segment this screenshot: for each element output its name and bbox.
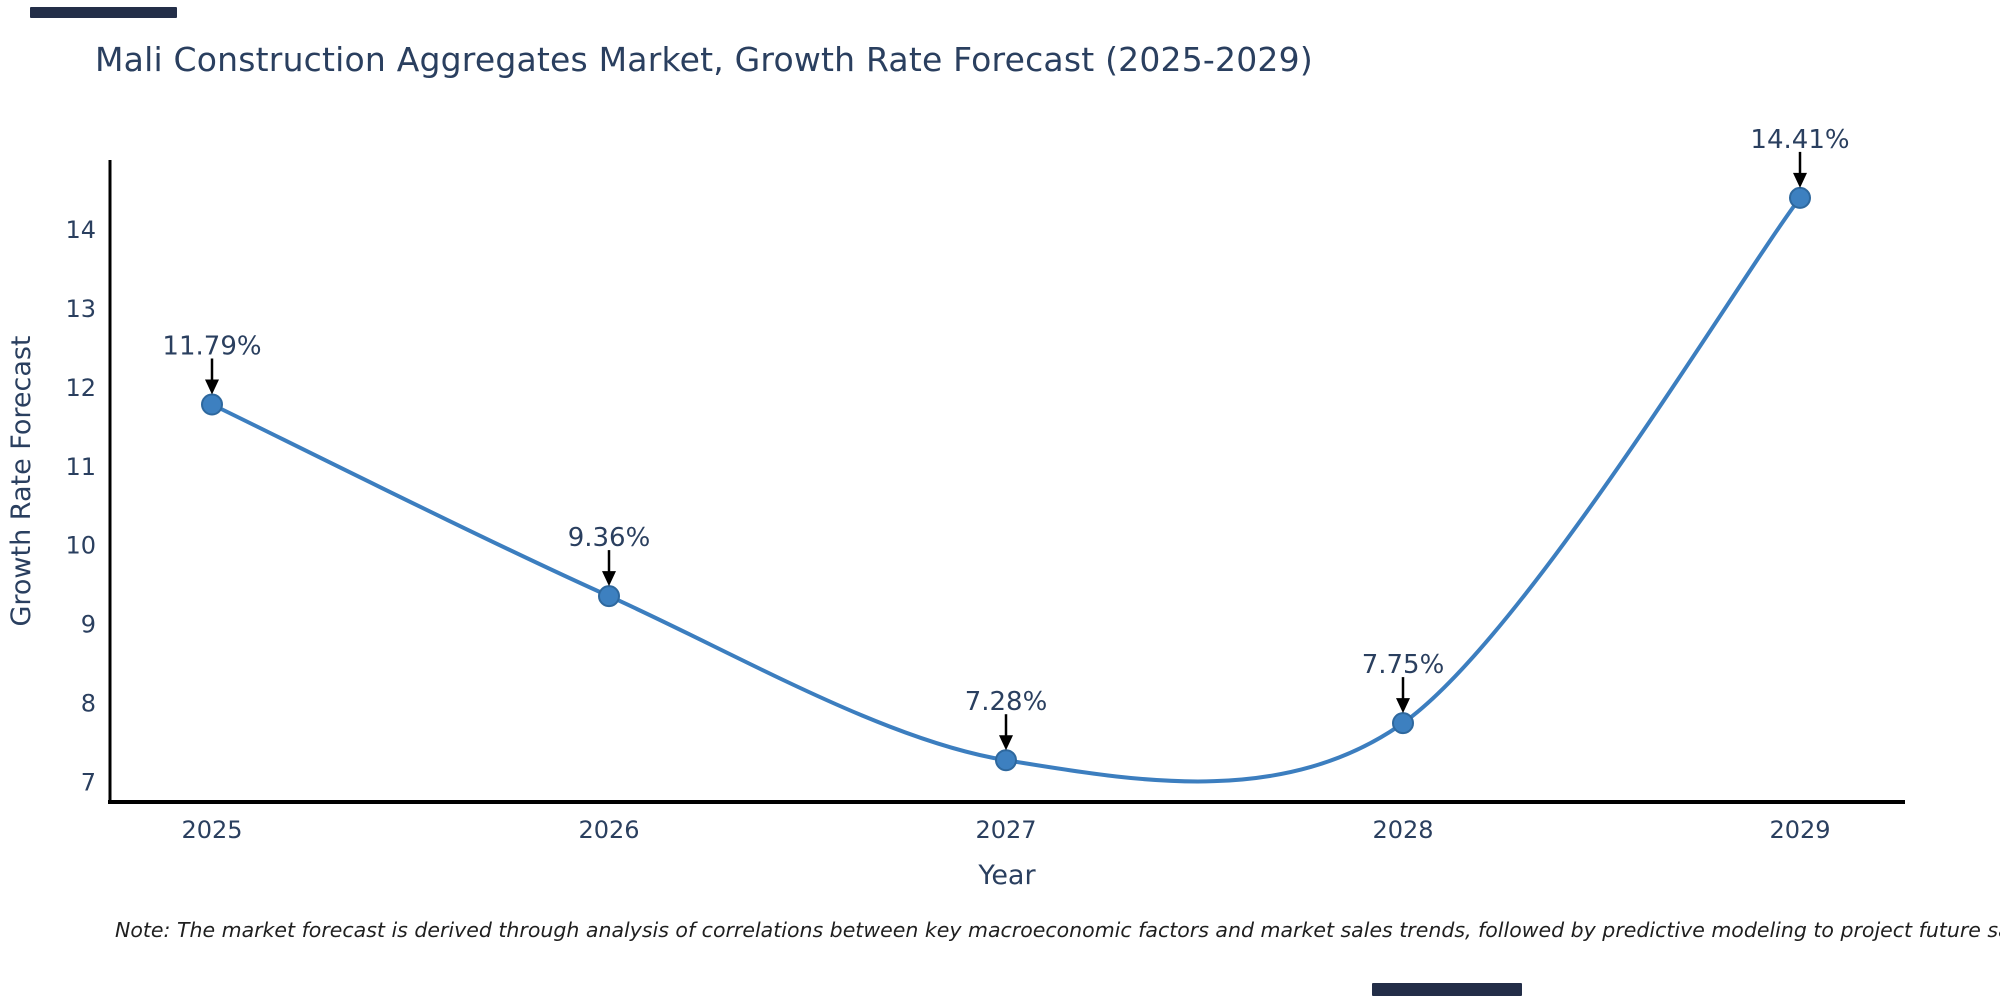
data-point-marker	[1392, 712, 1414, 735]
x-tick-label: 2027	[975, 816, 1036, 844]
y-tick-label: 9	[81, 611, 96, 639]
annotation-arrowhead-icon	[999, 735, 1013, 751]
x-axis-title: Year	[977, 860, 1036, 891]
y-tick-label: 13	[65, 295, 96, 323]
y-tick-label: 7	[81, 768, 96, 796]
data-point-marker	[201, 393, 223, 416]
screenshot-artifact-bar-top	[30, 7, 177, 18]
y-tick-label: 14	[65, 216, 96, 244]
footnote: Note: The market forecast is derived thr…	[115, 918, 2000, 942]
data-point-label: 7.75%	[1362, 650, 1445, 680]
y-tick-label: 10	[65, 532, 96, 560]
annotation-arrowhead-icon	[1396, 698, 1410, 714]
data-point-marker	[995, 749, 1017, 772]
data-point-label: 11.79%	[162, 332, 261, 362]
annotation-arrowhead-icon	[205, 379, 219, 395]
data-point-marker	[598, 585, 620, 608]
plot-area: 7 8 9 10 11 12 13 14 2025 2026 2027 2028 2029 11.79% 9…	[65, 125, 1849, 844]
forecast-line	[210, 195, 1802, 784]
data-point-label: 7.28%	[965, 687, 1048, 717]
x-tick-label: 2029	[1769, 816, 1830, 844]
y-tick-label: 8	[81, 689, 96, 717]
screenshot-artifact-bar-bottom	[1372, 983, 1522, 996]
y-tick-label: 11	[65, 453, 96, 481]
y-tick-label: 12	[65, 374, 96, 402]
x-tick-label: 2028	[1372, 816, 1433, 844]
y-axis-title: Growth Rate Forecast	[6, 335, 37, 626]
x-tick-label: 2026	[578, 816, 639, 844]
x-tick-label: 2025	[181, 816, 242, 844]
data-point-label: 14.41%	[1750, 125, 1849, 155]
data-point-marker	[1789, 186, 1811, 209]
chart-title: Mali Construction Aggregates Market, Gro…	[95, 40, 1313, 79]
annotation-arrowhead-icon	[602, 571, 616, 587]
data-point-label: 9.36%	[568, 523, 651, 553]
annotation-arrowhead-icon	[1793, 172, 1807, 188]
